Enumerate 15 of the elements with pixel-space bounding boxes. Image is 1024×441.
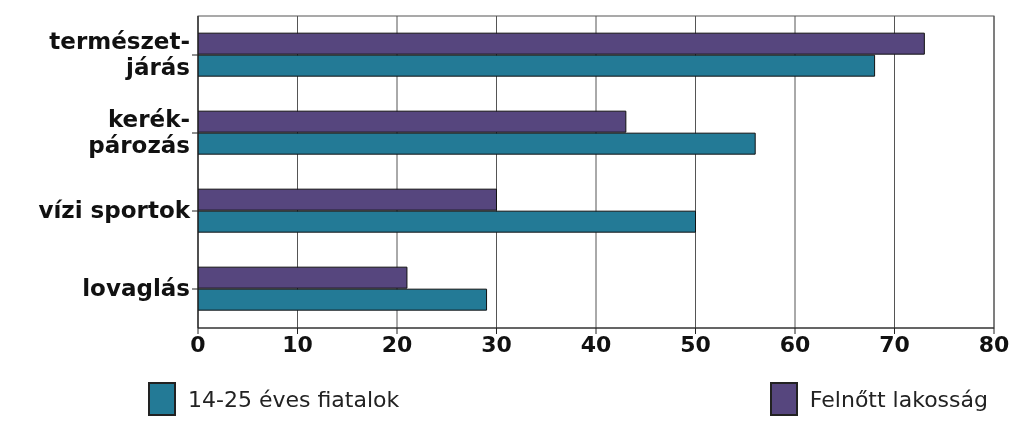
- x-tick-label: 20: [381, 331, 413, 357]
- x-tick-label: 10: [282, 331, 313, 357]
- x-tick-label: 70: [879, 331, 910, 357]
- x-tick-label: 30: [481, 331, 512, 357]
- legend-label: Felnőtt lakosság: [809, 386, 988, 412]
- y-tick-label: természet-járás: [49, 27, 190, 80]
- y-tick-label: kerék-pározás: [88, 105, 190, 158]
- x-tick-label: 60: [779, 331, 811, 357]
- legend-label: 14-25 éves fiatalok: [188, 386, 400, 412]
- x-tick-label: 40: [580, 331, 612, 357]
- x-tick-label: 50: [680, 331, 711, 357]
- x-tick-label: 0: [190, 331, 206, 357]
- x-tick-label: 80: [978, 331, 1010, 357]
- y-tick-label: vízi sportok: [38, 196, 191, 223]
- y-tick-label: lovaglás: [82, 274, 190, 301]
